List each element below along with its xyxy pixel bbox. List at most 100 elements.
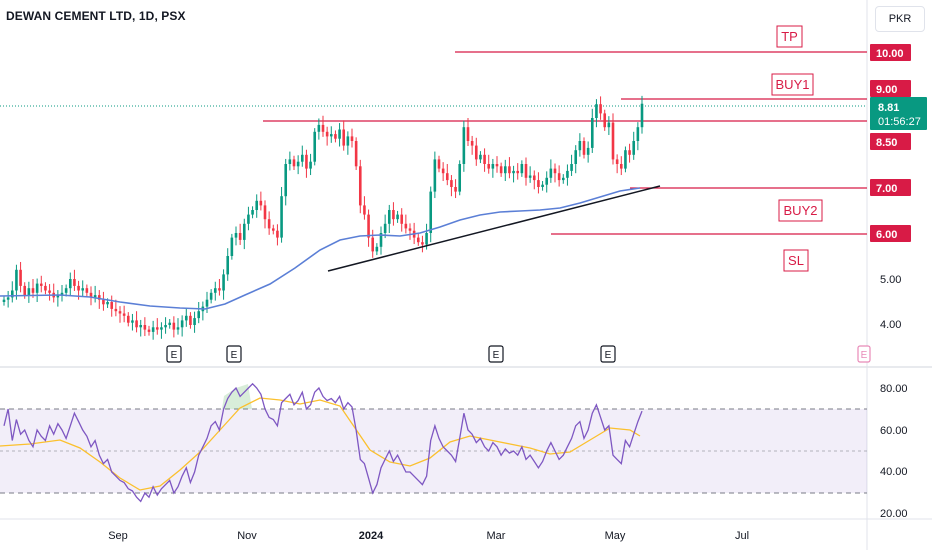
candle-body: [541, 184, 544, 187]
rsi-tick-label: 80.00: [880, 383, 908, 395]
price-tick-label: 5.00: [880, 274, 901, 286]
sl-price-badge: 6.00: [876, 229, 897, 241]
rsi-overbought-fill: [222, 384, 252, 409]
candle-body: [512, 170, 515, 174]
candle-body: [611, 122, 615, 160]
candle-body: [180, 320, 184, 328]
rsi-tick-label: 20.00: [880, 508, 908, 520]
price-axis[interactable]: 5.00 4.00: [880, 274, 901, 331]
candle-body: [387, 210, 391, 224]
candle-body: [213, 288, 217, 293]
candle-body: [184, 315, 188, 321]
candle-body: [346, 136, 350, 146]
candle-body: [292, 159, 296, 167]
candle-body: [454, 187, 457, 192]
support-trendline[interactable]: [327, 185, 661, 272]
time-tick-label: Nov: [237, 530, 257, 542]
candle-body: [450, 180, 453, 187]
candle-body: [122, 313, 126, 316]
candle-body: [483, 154, 486, 164]
candle-body: [172, 322, 176, 330]
candle-body: [135, 320, 138, 328]
price-axis-badges: 10.00 9.00 8.81 01:56:27 8.50 7.00 6.00: [870, 44, 927, 242]
candle-body: [619, 164, 623, 169]
candle-body: [27, 288, 31, 296]
candle-body: [624, 150, 627, 169]
candle-body: [537, 180, 540, 187]
sl-label: SL: [788, 253, 804, 268]
candle-body: [628, 150, 631, 155]
candle-body: [284, 164, 288, 197]
horizontal-levels[interactable]: [263, 51, 867, 235]
candle-body: [566, 170, 569, 178]
candle-body: [176, 327, 180, 330]
candle-body: [590, 118, 594, 148]
candle-body: [151, 327, 155, 332]
level-labels[interactable]: TP BUY1 BUY2 SL: [771, 25, 823, 272]
candle-body: [503, 166, 507, 174]
candle-body: [39, 283, 43, 286]
svg-text:E: E: [171, 350, 178, 361]
candle-body: [189, 315, 192, 325]
candle-body: [458, 164, 462, 192]
candle-body: [288, 159, 292, 164]
candle-body: [60, 292, 64, 296]
candle-body: [19, 269, 22, 286]
buy1-price-badge: 9.00: [876, 84, 897, 96]
candle-body: [6, 297, 10, 300]
event-markers[interactable]: E E E E E: [166, 345, 871, 363]
candle-body: [247, 214, 250, 224]
candle-body: [209, 292, 213, 300]
candle-body: [429, 191, 433, 233]
candle-body: [77, 285, 80, 291]
svg-text:E: E: [231, 350, 238, 361]
candle-body: [396, 214, 399, 220]
event-marker: E: [166, 345, 182, 363]
price-tick-label: 4.00: [880, 319, 901, 331]
time-tick-label: May: [605, 530, 626, 542]
candle-body: [97, 295, 101, 300]
event-marker: E: [488, 345, 504, 363]
candle-body: [607, 122, 611, 128]
candle-body: [114, 308, 118, 312]
candle-body: [85, 288, 89, 293]
candle-body: [404, 223, 408, 229]
candle-body: [595, 104, 598, 118]
candle-body: [487, 164, 491, 169]
candle-body: [222, 274, 225, 291]
candle-body: [358, 166, 362, 206]
candle-body: [474, 145, 478, 160]
buy1-label: BUY1: [776, 77, 810, 92]
candle-body: [574, 150, 578, 164]
candle-body: [81, 288, 85, 291]
candle-body: [238, 233, 242, 240]
candle-body: [155, 327, 159, 330]
candle-body: [371, 237, 375, 252]
candle-body: [143, 325, 147, 330]
candle-body: [230, 237, 234, 256]
event-marker: E: [226, 345, 242, 363]
candle-body: [437, 159, 441, 169]
event-marker: E: [857, 345, 871, 363]
candle-body: [491, 164, 495, 169]
candle-body: [549, 168, 553, 178]
candle-body: [259, 200, 263, 206]
time-axis[interactable]: Sep Nov 2024 Mar May Jul: [108, 530, 749, 542]
candle-body: [64, 288, 68, 293]
candle-body: [305, 154, 308, 169]
candle-body: [470, 141, 474, 146]
candle-body: [139, 325, 143, 328]
candle-body: [615, 159, 619, 164]
candle-body: [255, 200, 259, 210]
currency-button[interactable]: PKR: [875, 6, 925, 32]
candle-body: [392, 210, 395, 220]
candle-body: [466, 127, 470, 141]
svg-text:E: E: [861, 350, 868, 361]
rsi-pane[interactable]: 80.00 60.00 40.00 20.00: [0, 382, 908, 520]
moving-average-line: [0, 187, 641, 310]
candle-body: [102, 299, 105, 305]
candle-body: [147, 329, 151, 332]
candle-body: [479, 154, 482, 160]
